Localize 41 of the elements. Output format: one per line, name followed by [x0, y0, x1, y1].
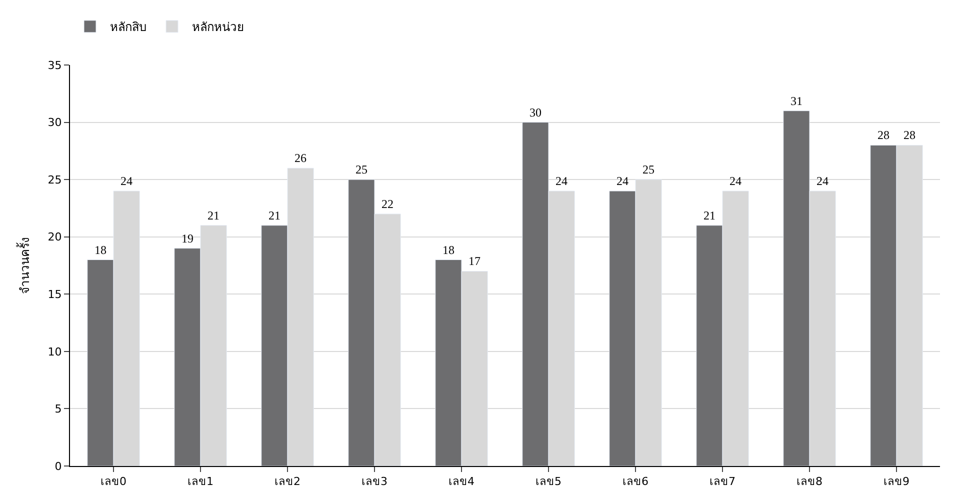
data-label: 24 — [556, 174, 568, 188]
x-tick-label: เลข2 — [274, 475, 300, 488]
y-tick-label: 35 — [48, 58, 62, 72]
data-label: 24 — [730, 174, 742, 188]
data-label: 21 — [208, 208, 220, 222]
y-axis-title: จำนวนครั้ง — [16, 237, 32, 294]
data-label: 21 — [703, 208, 716, 222]
y-tick-label: 25 — [48, 173, 62, 186]
data-label: 24 — [120, 174, 133, 188]
data-label: 18 — [442, 242, 454, 257]
data-label: 18 — [94, 242, 106, 257]
x-tick-label: เลข1 — [188, 475, 214, 488]
y-tick-label: 0 — [54, 460, 62, 473]
legend-label: หลักหน่วย — [192, 20, 244, 34]
data-label: 21 — [268, 208, 280, 222]
x-tick-label: เลข6 — [622, 475, 648, 488]
y-tick-label: 10 — [48, 345, 62, 358]
legend-label: หลักสิบ — [110, 20, 147, 34]
data-label: 19 — [181, 231, 194, 246]
x-tick-label: เลข8 — [796, 475, 822, 488]
data-label: 24 — [816, 174, 829, 188]
data-label: 28 — [877, 128, 890, 142]
data-label: 17 — [468, 254, 481, 268]
x-tick-label: เลข3 — [362, 475, 388, 488]
x-tick-label: เลข5 — [536, 475, 562, 488]
data-label: 25 — [355, 162, 368, 177]
data-label: 25 — [642, 162, 655, 177]
data-label: 24 — [616, 174, 628, 188]
y-tick-label: 20 — [48, 230, 62, 244]
y-tick-label: 30 — [48, 116, 62, 130]
y-tick-label: 5 — [54, 402, 62, 416]
x-tick-label: เลข9 — [884, 475, 910, 488]
x-tick-label: เลข0 — [100, 475, 126, 488]
data-label: 22 — [382, 196, 394, 211]
data-label: 28 — [904, 128, 916, 142]
x-tick-label: เลข4 — [448, 475, 474, 488]
data-label: 30 — [529, 105, 542, 120]
y-tick-label: 15 — [48, 288, 62, 301]
data-label: 26 — [294, 151, 307, 166]
x-tick-label: เลข7 — [710, 475, 736, 488]
data-label: 31 — [790, 94, 802, 108]
